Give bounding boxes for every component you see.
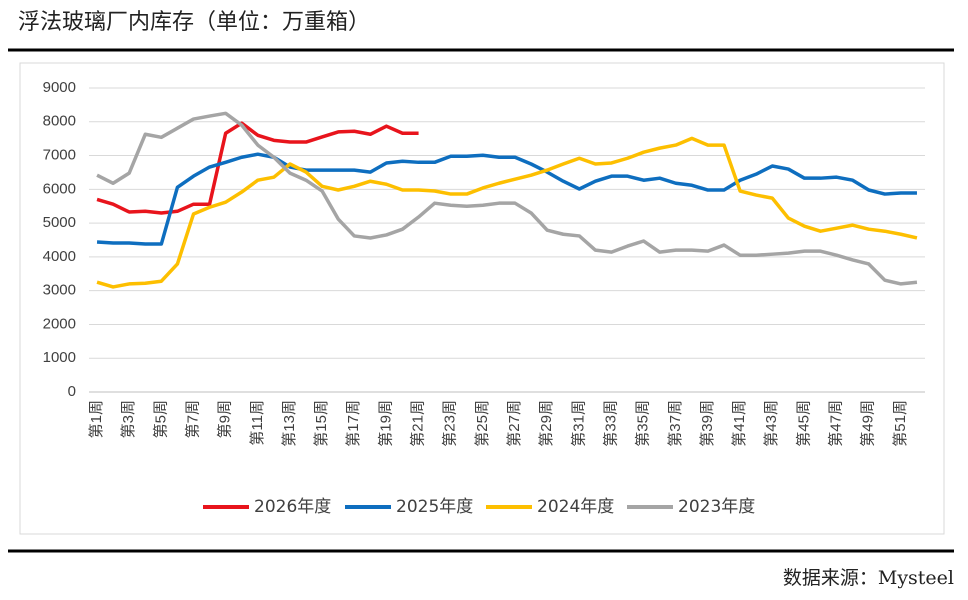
x-tick-label: 第33周: [601, 400, 619, 447]
y-tick-label: 3000: [43, 282, 76, 299]
legend-label: 2023年度: [678, 497, 755, 517]
x-tick-label: 第1周: [87, 400, 105, 438]
x-tick-label: 第41周: [730, 400, 748, 447]
x-tick-label: 第47周: [827, 400, 845, 447]
x-tick-label: 第27周: [505, 400, 523, 447]
plot: 0 1000 2000 3000 4000 5000 6000 7000 8000 9000 第1周…: [43, 79, 925, 517]
x-tick-label: 第21周: [409, 400, 427, 447]
x-tick-label: 第23周: [441, 400, 459, 447]
x-tick-label: 第45周: [794, 400, 812, 447]
x-tick-label: 第39周: [698, 400, 716, 447]
legend-label: 2024年度: [537, 497, 614, 517]
x-tick-label: 第13周: [280, 400, 298, 447]
chart-frame: [19, 62, 945, 535]
x-tick-label: 第11周: [248, 400, 266, 446]
x-tick-label: 第5周: [151, 400, 169, 438]
series-line: [96, 121, 419, 215]
legend-label: 2026年度: [254, 497, 331, 517]
x-tick-label: 第19周: [376, 400, 394, 447]
y-tick-label: 1000: [43, 349, 76, 366]
x-tick-label: 第29周: [537, 400, 555, 447]
x-tick-label: 第35周: [634, 400, 652, 447]
y-tick-label: 4000: [43, 248, 76, 265]
x-tick-label: 第3周: [119, 400, 137, 438]
y-tick-label: 8000: [43, 113, 76, 130]
x-tick-label: 第37周: [666, 400, 684, 447]
x-tick-label: 第25周: [473, 400, 491, 447]
x-tick-label: 第9周: [216, 400, 234, 438]
x-tick-label: 第15周: [312, 400, 330, 447]
x-tick-label: 第17周: [344, 400, 362, 447]
y-tick-label: 9000: [43, 79, 76, 96]
x-tick-label: 第49周: [859, 400, 877, 447]
y-tick-label: 5000: [43, 214, 76, 231]
x-tick-label: 第31周: [569, 400, 587, 447]
series-line: [96, 152, 917, 246]
x-tick-label: 第43周: [762, 400, 780, 447]
y-tick-label: 6000: [43, 180, 76, 197]
series-line: [96, 111, 918, 286]
x-tick-label: 第7周: [183, 400, 201, 438]
y-tick-label: 7000: [43, 147, 76, 164]
source: 数据来源：Mysteel: [783, 567, 954, 589]
x-tick-label: 第51周: [891, 400, 909, 447]
series-line: [96, 136, 918, 289]
legend-label: 2025年度: [396, 497, 473, 517]
title: 浮法玻璃厂内库存（单位：万重箱）: [18, 10, 370, 35]
y-tick-label: 2000: [43, 315, 76, 332]
y-tick-label: 0: [68, 383, 76, 400]
